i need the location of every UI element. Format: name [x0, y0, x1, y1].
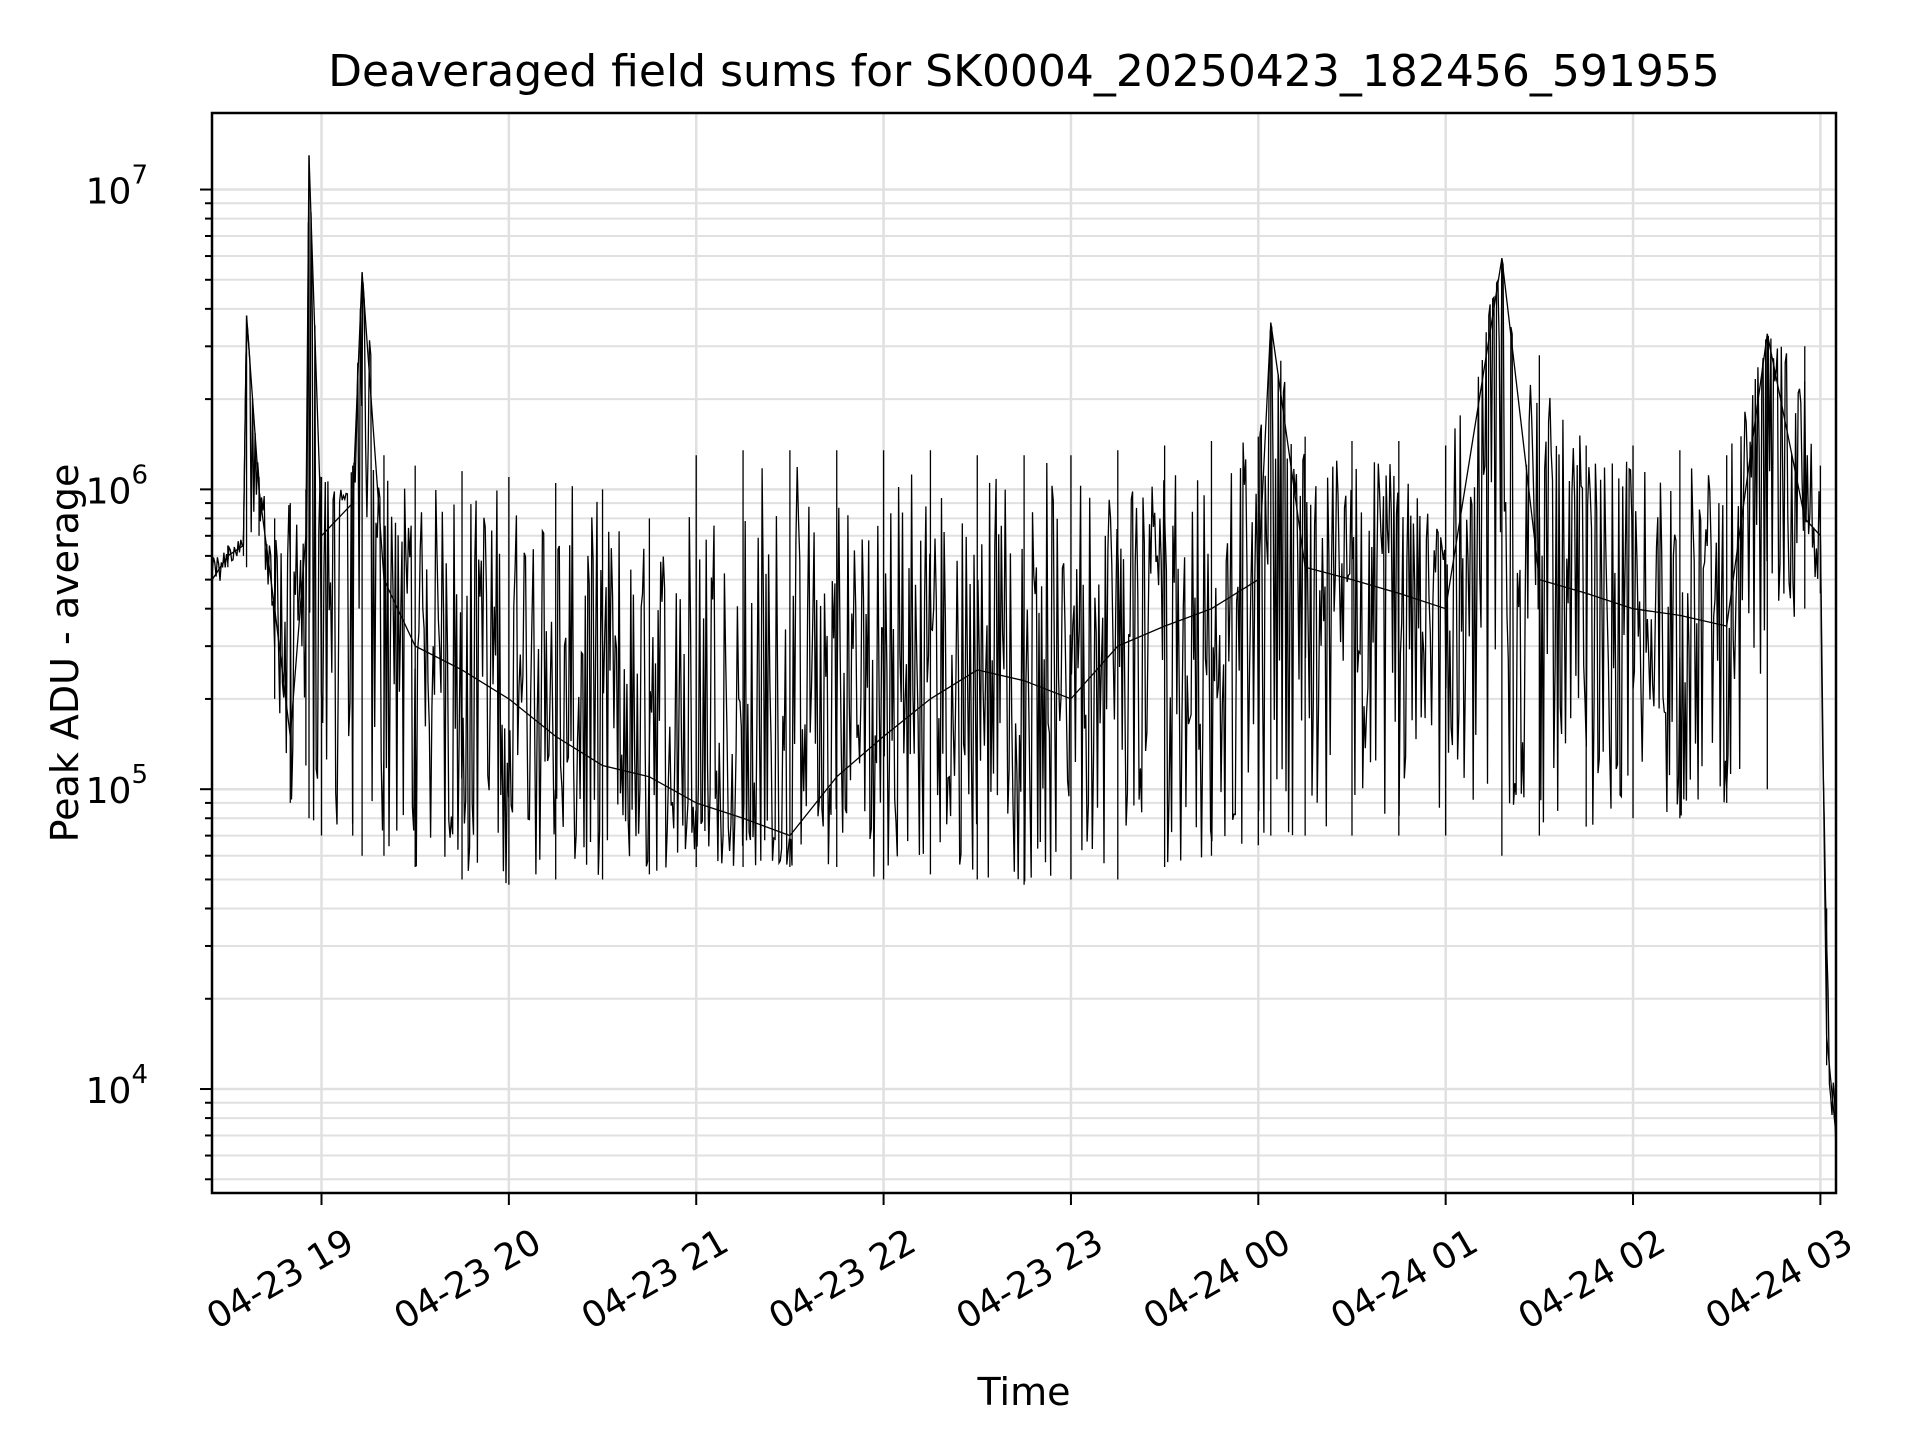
x-tick-label: 04-23 22 [762, 1221, 923, 1337]
x-tick-label: 04-23 19 [200, 1221, 361, 1337]
y-tick-label: 106 [86, 460, 148, 512]
y-axis-label: Peak ADU - average [43, 464, 87, 843]
x-tick-label: 04-24 01 [1324, 1221, 1485, 1337]
y-axis: 104 105 106 107 [86, 161, 212, 1181]
x-tick-label: 04-24 00 [1137, 1221, 1298, 1337]
y-tick-label: 105 [86, 760, 148, 812]
plot-area [211, 155, 1837, 1156]
y-tick-label: 104 [86, 1060, 148, 1112]
x-tick-label: 04-23 23 [950, 1221, 1111, 1337]
plot-frame [210, 111, 1838, 1195]
y-tick-label: 107 [86, 161, 148, 213]
chart-title: Deaveraged field sums for SK0004_2025042… [328, 46, 1720, 97]
x-tick-label: 04-23 20 [387, 1221, 548, 1337]
x-axis: 04-23 19 04-23 20 04-23 21 04-23 22 04-23 23… [200, 1193, 1860, 1338]
x-tick-label: 04-24 03 [1699, 1221, 1860, 1337]
x-tick-label: 04-24 02 [1512, 1221, 1673, 1337]
x-tick-label: 04-23 21 [575, 1221, 736, 1337]
data-series-line [211, 155, 1837, 1136]
x-axis-label: Time [977, 1370, 1071, 1414]
